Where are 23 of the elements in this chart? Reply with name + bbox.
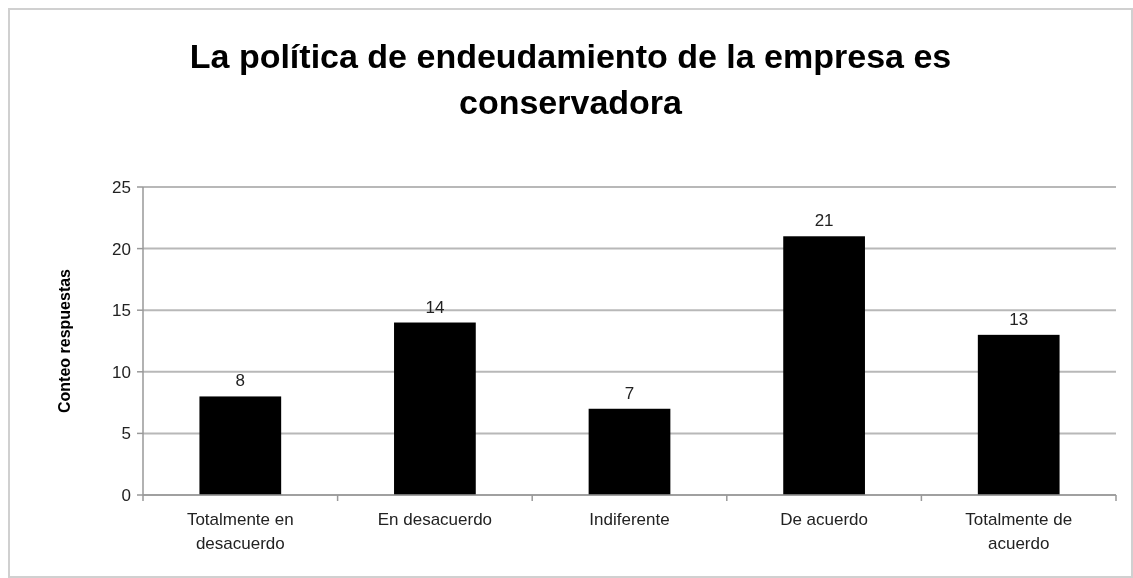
- x-tick-label: Indiferente: [589, 510, 670, 529]
- data-label: 8: [235, 371, 246, 391]
- data-label: 14: [425, 297, 445, 317]
- y-tick-label: 5: [121, 424, 131, 444]
- x-tick-label: En desacuerdo: [377, 510, 493, 529]
- x-tick-label: Totalmente en desacuerdo: [186, 510, 294, 553]
- y-tick-label: 15: [112, 301, 131, 321]
- bar: [783, 236, 865, 495]
- y-tick-label: 20: [112, 239, 131, 259]
- data-label: 7: [624, 383, 635, 403]
- chart-title: La política de endeudamiento de la empresa es conservadora: [189, 37, 952, 121]
- bar: [588, 408, 671, 495]
- data-label: 21: [814, 211, 834, 231]
- y-tick-label: 0: [121, 485, 131, 505]
- bar: [394, 322, 476, 495]
- x-tick-label: Totalmente de acuerdo: [965, 510, 1073, 553]
- bar: [199, 396, 282, 495]
- y-tick-label: 10: [112, 362, 131, 382]
- x-tick-label: De acuerdo: [780, 510, 869, 529]
- y-axis-title: Conteo respuestas: [56, 268, 73, 414]
- data-label: 13: [1009, 309, 1029, 329]
- y-tick-label: 25: [112, 177, 131, 197]
- bar: [977, 334, 1060, 495]
